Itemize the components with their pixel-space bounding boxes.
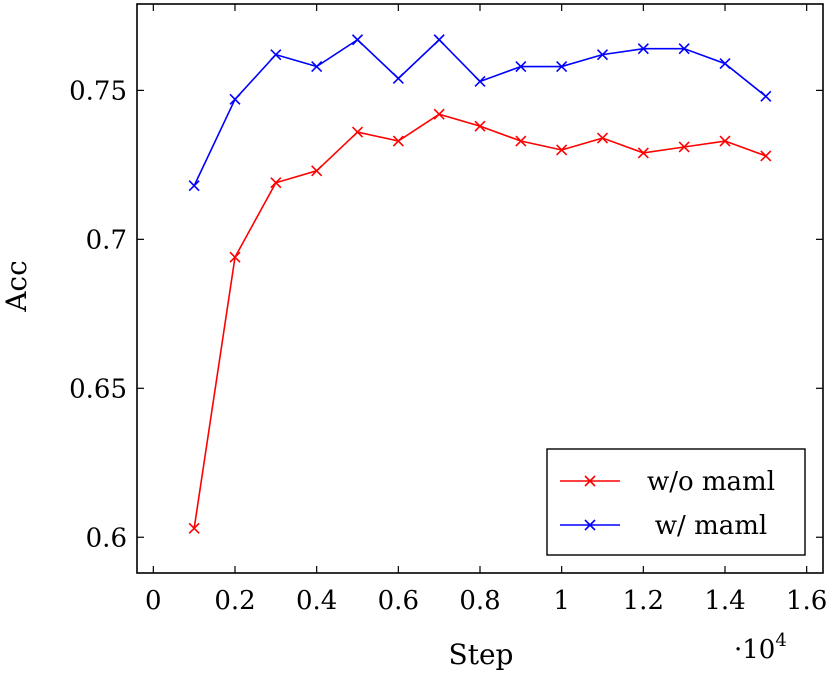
series-with-maml xyxy=(188,34,772,192)
x-tick-label: 1.6 xyxy=(786,586,827,616)
data-point xyxy=(760,150,772,162)
series-line xyxy=(193,38,767,187)
x-tick-label: 0.6 xyxy=(378,586,419,616)
y-tick-label: 0.7 xyxy=(86,225,127,255)
x-tick-label: 1 xyxy=(553,586,570,616)
data-point xyxy=(596,49,609,61)
x-axis-multiplier: ·104 xyxy=(734,630,787,665)
data-point xyxy=(188,522,200,534)
data-point xyxy=(351,34,364,46)
data-point xyxy=(351,126,364,138)
legend-swatch-marker xyxy=(584,475,596,487)
data-point xyxy=(311,165,323,177)
data-point xyxy=(188,180,200,192)
data-point xyxy=(474,75,486,88)
y-tick-label: 0.65 xyxy=(69,374,127,404)
data-point xyxy=(556,144,568,156)
data-point xyxy=(556,60,568,73)
x-axis-multiplier-exponent: 4 xyxy=(775,630,786,651)
x-tick-label: 0.2 xyxy=(214,586,255,616)
data-point xyxy=(433,108,445,120)
x-axis-title: Step xyxy=(449,638,514,671)
y-axis: 0.6 0.65 0.7 0.75 xyxy=(69,76,823,553)
data-point xyxy=(719,58,731,70)
data-point xyxy=(229,251,241,263)
x-tick-label: 1.2 xyxy=(623,586,664,616)
x-axis-multiplier-base: ·10 xyxy=(734,635,775,665)
legend-item: w/o maml xyxy=(560,467,775,497)
data-point xyxy=(392,72,404,85)
data-point xyxy=(515,60,527,73)
series-layer xyxy=(188,34,772,534)
data-point xyxy=(596,132,609,144)
data-point xyxy=(678,43,690,55)
data-point xyxy=(515,135,527,147)
data-point xyxy=(270,177,282,189)
legend-item: w/ maml xyxy=(560,511,767,541)
data-point xyxy=(678,141,690,153)
x-axis: 0 0.2 0.4 0.6 0.8 1 1.2 1.4 1.6 xyxy=(145,4,827,616)
x-tick-label: 0.8 xyxy=(459,586,500,616)
y-axis-title: Acc xyxy=(0,260,33,313)
data-point xyxy=(311,60,323,73)
x-tick-label: 1.4 xyxy=(704,586,745,616)
data-point xyxy=(719,135,731,147)
data-point xyxy=(270,49,282,61)
data-point xyxy=(760,90,772,102)
legend-box xyxy=(546,448,806,556)
legend: w/o maml w/ maml xyxy=(546,448,806,556)
data-point xyxy=(392,135,404,147)
x-tick-label: 0 xyxy=(145,586,162,616)
y-tick-label: 0.75 xyxy=(69,76,127,106)
data-point xyxy=(474,120,486,132)
series-without-maml xyxy=(188,108,772,534)
legend-swatch-marker xyxy=(584,519,596,531)
data-point xyxy=(433,34,445,46)
legend-label: w/o maml xyxy=(647,467,775,497)
data-point xyxy=(229,93,241,105)
x-tick-label: 0.4 xyxy=(296,586,337,616)
y-tick-label: 0.6 xyxy=(86,523,127,553)
data-point xyxy=(637,147,649,159)
legend-label: w/ maml xyxy=(655,511,767,541)
data-point xyxy=(637,43,649,55)
